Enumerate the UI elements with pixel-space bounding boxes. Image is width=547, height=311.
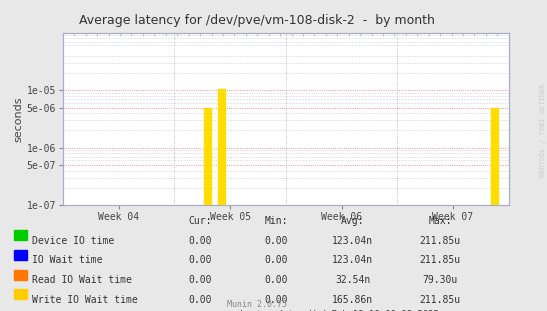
Text: 211.85u: 211.85u — [420, 255, 461, 265]
Text: 0.00: 0.00 — [188, 255, 211, 265]
Text: 211.85u: 211.85u — [420, 236, 461, 246]
Text: Avg:: Avg: — [341, 216, 364, 226]
Text: Average latency for /dev/pve/vm-108-disk-2  -  by month: Average latency for /dev/pve/vm-108-disk… — [79, 14, 435, 27]
Text: Min:: Min: — [265, 216, 288, 226]
Text: 123.04n: 123.04n — [332, 255, 374, 265]
Text: 79.30u: 79.30u — [423, 275, 458, 285]
Text: Last update: Wed Feb 19 10:00:08 2025: Last update: Wed Feb 19 10:00:08 2025 — [240, 310, 439, 311]
Text: RRDTOOL / TOBI OETIKER: RRDTOOL / TOBI OETIKER — [540, 84, 546, 177]
Text: 0.00: 0.00 — [188, 236, 211, 246]
Text: 0.00: 0.00 — [265, 236, 288, 246]
Text: Device IO time: Device IO time — [32, 236, 114, 246]
Text: Munin 2.0.75: Munin 2.0.75 — [227, 300, 287, 309]
Text: 0.00: 0.00 — [265, 275, 288, 285]
Text: Write IO Wait time: Write IO Wait time — [32, 295, 137, 304]
Text: 0.00: 0.00 — [188, 295, 211, 304]
Text: IO Wait time: IO Wait time — [32, 255, 102, 265]
Text: 0.00: 0.00 — [265, 295, 288, 304]
Text: 0.00: 0.00 — [188, 275, 211, 285]
Text: Read IO Wait time: Read IO Wait time — [32, 275, 132, 285]
Text: 211.85u: 211.85u — [420, 295, 461, 304]
Text: 165.86n: 165.86n — [332, 295, 374, 304]
Text: Cur:: Cur: — [188, 216, 211, 226]
Text: 32.54n: 32.54n — [335, 275, 370, 285]
Y-axis label: seconds: seconds — [14, 96, 24, 142]
Text: 123.04n: 123.04n — [332, 236, 374, 246]
Text: 0.00: 0.00 — [265, 255, 288, 265]
Text: Max:: Max: — [429, 216, 452, 226]
